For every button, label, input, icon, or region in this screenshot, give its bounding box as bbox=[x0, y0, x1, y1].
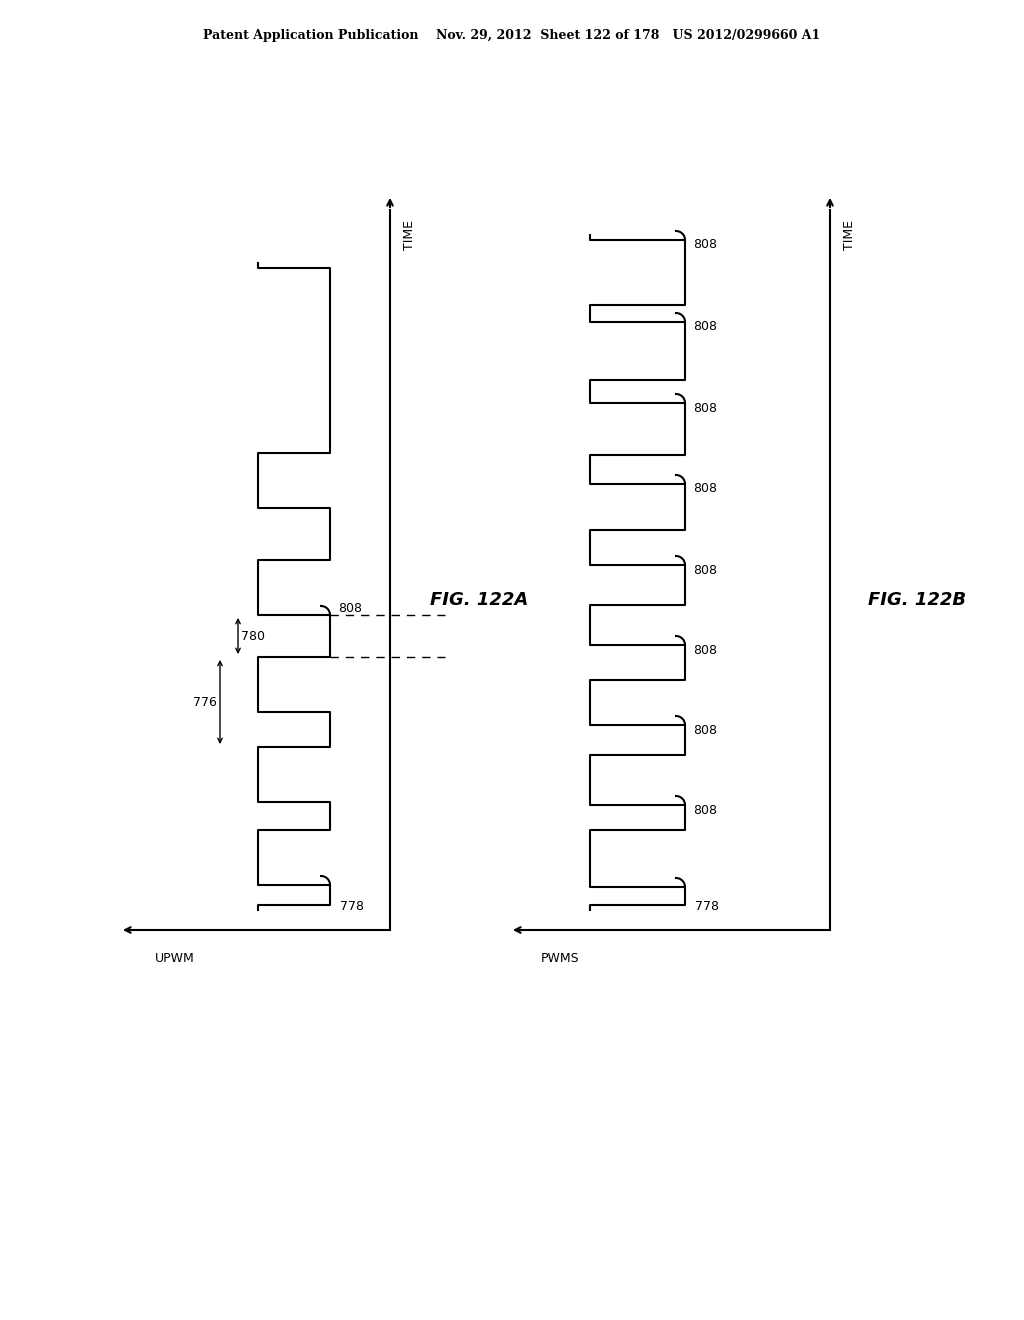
Text: 808: 808 bbox=[338, 602, 362, 615]
Text: FIG. 122A: FIG. 122A bbox=[430, 591, 528, 609]
Text: TIME: TIME bbox=[403, 220, 416, 249]
Text: 776: 776 bbox=[194, 696, 217, 709]
Text: Patent Application Publication    Nov. 29, 2012  Sheet 122 of 178   US 2012/0299: Patent Application Publication Nov. 29, … bbox=[204, 29, 820, 41]
Text: 808: 808 bbox=[693, 723, 717, 737]
Text: 778: 778 bbox=[695, 899, 719, 912]
Text: 780: 780 bbox=[241, 630, 265, 643]
Text: 808: 808 bbox=[693, 644, 717, 656]
Text: 778: 778 bbox=[340, 900, 364, 913]
Text: 808: 808 bbox=[693, 401, 717, 414]
Text: 808: 808 bbox=[693, 564, 717, 577]
Text: 808: 808 bbox=[693, 321, 717, 334]
Text: 808: 808 bbox=[693, 804, 717, 817]
Text: 808: 808 bbox=[693, 239, 717, 252]
Text: UPWM: UPWM bbox=[155, 952, 195, 965]
Text: TIME: TIME bbox=[843, 220, 856, 249]
Text: PWMS: PWMS bbox=[541, 952, 580, 965]
Text: FIG. 122B: FIG. 122B bbox=[868, 591, 966, 609]
Text: 808: 808 bbox=[693, 483, 717, 495]
